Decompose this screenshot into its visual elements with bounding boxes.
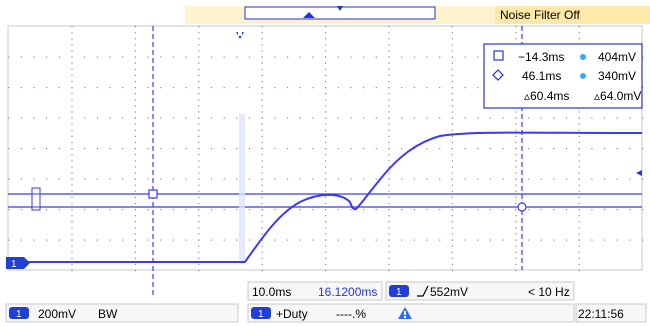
cursor1-square-icon: [493, 50, 504, 61]
trigger-position-top-icon: [337, 6, 343, 11]
timebase-scale: 10.0ms: [252, 285, 291, 299]
cursor2-diamond-icon: [492, 69, 504, 81]
cursor1-time: −14.3ms: [518, 50, 564, 64]
clock-time: 22:11:56: [578, 307, 624, 321]
timebase-panel[interactable]: 10.0ms 16.1200ms: [247, 281, 383, 301]
measurement-channel-number: 1: [258, 309, 264, 320]
trigger-rising-edge-icon: [417, 285, 429, 297]
trigger-level: 552mV: [430, 285, 468, 299]
cursor-x2-marker[interactable]: [517, 202, 527, 212]
trigger-channel-badge: [389, 285, 409, 297]
cursor2-volt: 340mV: [598, 69, 636, 83]
trigger-highlight: [239, 114, 245, 264]
svg-text:1: 1: [11, 259, 17, 270]
trigger-panel[interactable]: 1 552mV < 10 Hz: [385, 281, 575, 301]
trigger-frequency: < 10 Hz: [528, 285, 570, 299]
channel1-badge: [9, 307, 29, 319]
cursor-delta-time: ▵60.4ms: [524, 89, 569, 103]
measurement-value: ----.%: [336, 307, 366, 321]
memory-position-icon: [303, 12, 315, 18]
measurement-panel[interactable]: 1 +Duty ----.%: [247, 303, 575, 323]
cursor-readout-panel: −14.3ms 404mV 46.1ms 340mV ▵60.4ms ▵64.0…: [483, 43, 643, 109]
channel1-ground-marker[interactable]: 1: [6, 257, 30, 270]
cursor1-volt-icon: [580, 54, 586, 60]
noise-filter-status[interactable]: Noise Filter Off: [500, 8, 580, 22]
cursor-x1-marker[interactable]: [148, 189, 158, 199]
cursor1-volt: 404mV: [598, 50, 636, 64]
trigger-channel-number: 1: [396, 287, 402, 298]
channel1-scale: 200mV: [38, 307, 76, 321]
clock-panel: 22:11:56: [575, 303, 647, 323]
timebase-delay: 16.1200ms: [318, 285, 377, 299]
channel1-scale-panel[interactable]: 1 200mV BW: [5, 303, 239, 323]
cursor-left-markers: [28, 187, 44, 211]
noise-filter-badge-bg: [495, 6, 650, 24]
cursor-delta-volt: ▵64.0mV: [594, 89, 641, 103]
bandwidth-limit-label: BW: [98, 307, 118, 321]
channel1-trace: [8, 131, 643, 263]
measurement-channel-badge: [251, 307, 271, 319]
measurement-name: +Duty: [276, 307, 308, 321]
right-edge-marker-icon: [636, 170, 642, 176]
channel1-badge-number: 1: [16, 309, 22, 320]
cursor2-time: 46.1ms: [522, 69, 561, 83]
cursor2-volt-icon: [580, 73, 586, 79]
graticule-dots: [8, 26, 644, 272]
